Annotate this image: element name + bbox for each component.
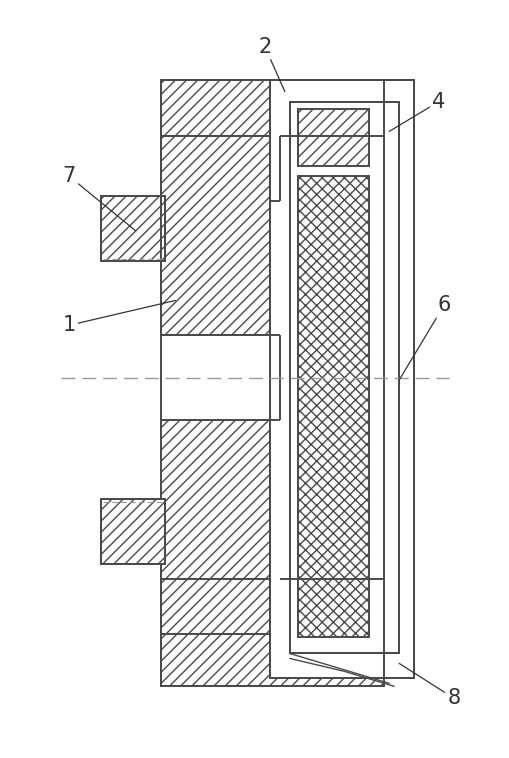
Text: 8: 8 [399, 663, 461, 708]
Text: 4: 4 [389, 92, 445, 131]
Bar [298, 176, 370, 637]
Text: 6: 6 [399, 296, 450, 380]
Bar [290, 102, 399, 653]
Text: 1: 1 [63, 300, 176, 335]
Bar [270, 80, 414, 678]
Bar [101, 500, 165, 564]
Bar [101, 196, 165, 261]
Text: 2: 2 [259, 37, 285, 92]
Bar [160, 136, 280, 335]
Bar [298, 109, 370, 166]
Bar [160, 634, 384, 686]
Bar [160, 579, 384, 634]
Bar [280, 549, 384, 579]
Text: 7: 7 [63, 166, 136, 231]
Bar [280, 136, 384, 201]
Bar [160, 80, 384, 136]
Bar [160, 420, 280, 579]
